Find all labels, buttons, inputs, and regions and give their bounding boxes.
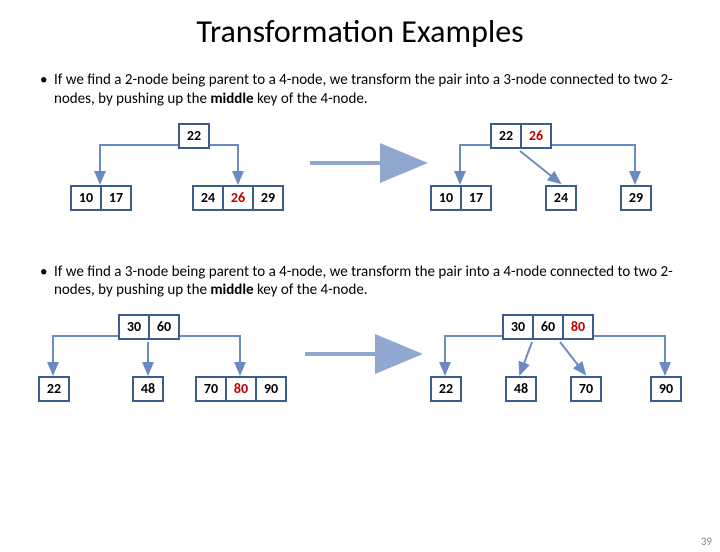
cell: 30 (504, 316, 532, 338)
d1-left-parent: 22 (178, 123, 210, 149)
d1-right-child3: 29 (620, 185, 652, 211)
cell: 90 (652, 378, 680, 400)
d1-right-child2: 24 (545, 185, 577, 211)
cell: 60 (148, 316, 178, 338)
cell: 48 (507, 378, 535, 400)
cell: 22 (432, 378, 460, 400)
d2-left-parent: 30 60 (118, 314, 180, 340)
d2-right-parent: 30 60 80 (502, 314, 594, 340)
cell: 30 (120, 316, 148, 338)
cell: 22 (40, 378, 68, 400)
cell: 29 (622, 187, 650, 209)
cell: 90 (255, 378, 285, 400)
cell: 24 (194, 187, 222, 209)
cell: 70 (197, 378, 225, 400)
cell: 80 (562, 316, 592, 338)
d2-right-child3: 70 (570, 376, 602, 402)
d1-left-child2: 24 26 29 (192, 185, 284, 211)
d2-left-child1: 22 (38, 376, 70, 402)
bullet-2-bold: middle (210, 281, 253, 299)
cell: 22 (492, 125, 520, 147)
cell: 26 (222, 187, 252, 209)
page-number: 39 (701, 535, 712, 548)
cell: 10 (72, 187, 100, 209)
d1-right-child1: 10 17 (430, 185, 492, 211)
d1-left-child1: 10 17 (70, 185, 132, 211)
bullet-1-bold: middle (210, 90, 253, 108)
d2-right-child2: 48 (505, 376, 537, 402)
cell: 24 (547, 187, 575, 209)
diagram-1: 22 10 17 24 26 29 22 26 10 17 24 29 (20, 123, 700, 243)
cell: 60 (532, 316, 562, 338)
cell: 22 (180, 125, 208, 147)
cell: 17 (460, 187, 490, 209)
d2-left-child2: 48 (132, 376, 164, 402)
cell: 29 (252, 187, 282, 209)
cell: 17 (100, 187, 130, 209)
cell: 80 (225, 378, 255, 400)
cell: 10 (432, 187, 460, 209)
diagram-2: 30 60 22 48 70 80 90 30 60 80 22 48 70 9… (20, 314, 700, 434)
slide-title: Transformation Examples (0, 12, 720, 51)
bullet-2: If we find a 3-node being parent to a 4-… (40, 263, 680, 301)
d2-left-child3: 70 80 90 (195, 376, 287, 402)
bullet-1: If we find a 2-node being parent to a 4-… (40, 71, 680, 109)
bullet-2-text-b: key of the 4-node. (254, 281, 368, 299)
d1-right-parent: 22 26 (490, 123, 552, 149)
d2-right-child1: 22 (430, 376, 462, 402)
d2-right-child4: 90 (650, 376, 682, 402)
cell: 70 (572, 378, 600, 400)
cell: 26 (520, 125, 550, 147)
bullet-1-text-b: key of the 4-node. (254, 90, 368, 108)
cell: 48 (134, 378, 162, 400)
